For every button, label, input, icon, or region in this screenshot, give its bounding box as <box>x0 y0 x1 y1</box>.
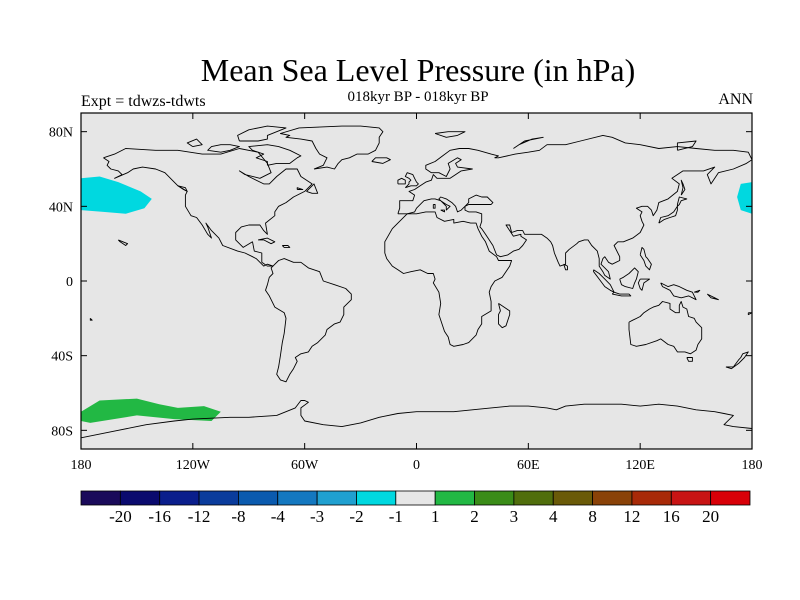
colorbar-label: -4 <box>271 507 286 526</box>
colorbar-label: 8 <box>588 507 597 526</box>
coastline <box>371 157 391 164</box>
axis-ticks: 180 120W 60W 0 60E 120E 180 80N 40N 0 40S 80S <box>49 113 763 473</box>
anomaly-regions <box>81 176 752 423</box>
colorbar-label: 12 <box>623 507 640 526</box>
map-title: Mean Sea Level Pressure (in hPa) <box>200 52 636 88</box>
coastline <box>281 245 291 248</box>
coastline <box>265 258 352 383</box>
coastline <box>563 263 568 271</box>
colorbar-swatch <box>631 490 672 506</box>
coastline <box>177 185 188 192</box>
colorbar-swatch <box>316 490 357 506</box>
coastlines <box>81 125 752 439</box>
lon-tick-label: 120W <box>176 458 211 473</box>
coastline <box>434 131 466 138</box>
coastline <box>384 211 513 347</box>
coastline <box>397 177 406 185</box>
colorbar-label: -3 <box>310 507 324 526</box>
colorbar-swatch <box>552 490 593 506</box>
coastline <box>306 183 319 194</box>
season-label: ANN <box>718 91 753 108</box>
coastline <box>279 125 384 170</box>
coastline <box>686 357 693 362</box>
colorbar-swatch <box>395 490 436 506</box>
colorbar-swatch <box>513 490 554 506</box>
coastline <box>117 239 129 246</box>
lon-tick-label: 60E <box>517 458 540 473</box>
coastline <box>248 144 302 166</box>
lon-tick-label: 180 <box>71 458 92 473</box>
lat-tick-label: 40S <box>51 350 73 365</box>
coastline <box>103 148 313 267</box>
coastline <box>593 269 615 293</box>
coastline <box>639 246 652 271</box>
colorbar-swatch <box>434 490 475 506</box>
southern-ocean-high-region <box>81 398 221 423</box>
lon-tick-label: 180 <box>742 458 763 473</box>
coastline <box>694 289 701 293</box>
coastline <box>432 204 436 209</box>
colorbar-label: -2 <box>349 507 363 526</box>
coastline <box>207 144 240 153</box>
coastline <box>676 140 697 151</box>
lon-tick-label: 60W <box>291 458 319 473</box>
map-background <box>81 113 752 449</box>
coastline <box>658 196 688 224</box>
colorbar-label: -1 <box>389 507 403 526</box>
north-pacific-low-region <box>81 176 152 214</box>
coastline <box>611 291 632 297</box>
colorbar-label: 1 <box>431 507 440 526</box>
coastline <box>258 237 276 245</box>
colorbar-swatch <box>198 490 239 506</box>
lon-tick-label: 0 <box>413 458 420 473</box>
coastline <box>660 282 697 301</box>
coastline <box>619 267 639 289</box>
colorbar-swatch <box>710 490 751 506</box>
coastline <box>680 179 686 196</box>
colorbar-label: -8 <box>231 507 245 526</box>
coastline <box>628 301 703 355</box>
colorbar-label: 4 <box>549 507 558 526</box>
coastline <box>498 303 511 329</box>
colorbar-label: 16 <box>663 507 680 526</box>
colorbar-swatch <box>119 490 161 506</box>
coastline <box>397 134 752 280</box>
colorbar-swatch <box>238 490 279 506</box>
coastline <box>404 172 419 189</box>
colorbar-swatch <box>277 490 318 506</box>
colorbar-label: 2 <box>470 507 479 526</box>
colorbar-swatch <box>670 490 712 506</box>
colorbar-label: 20 <box>702 507 719 526</box>
coastline <box>296 187 304 190</box>
coastline <box>747 312 752 316</box>
lon-tick-label: 120E <box>625 458 655 473</box>
lat-tick-label: 80N <box>49 126 73 141</box>
coastline <box>725 351 749 370</box>
coastline <box>237 125 287 142</box>
colorbar-label: 3 <box>510 507 519 526</box>
lat-tick-label: 40N <box>49 200 73 215</box>
colorbar: -20 -16 -12 -8 -4 -3 -2 -1 1 2 3 4 8 12 16 20 <box>80 490 751 526</box>
coastline <box>186 138 203 148</box>
colorbar-swatch <box>356 490 397 506</box>
colorbar-swatch <box>159 490 200 506</box>
coastline <box>440 209 445 213</box>
colorbar-swatch <box>592 490 633 506</box>
coastline <box>513 136 544 149</box>
experiment-label: Expt = tdwzs-tdwts <box>81 93 206 110</box>
coastline <box>706 293 719 301</box>
map-subtitle: 018kyr BP - 018kyr BP <box>347 89 489 105</box>
coastline <box>81 400 752 439</box>
colorbar-label: -12 <box>188 507 211 526</box>
colorbar-label: -16 <box>148 507 171 526</box>
colorbar-swatch <box>80 490 121 506</box>
colorbar-swatch <box>474 490 515 506</box>
colorbar-label: -20 <box>109 507 132 526</box>
lat-tick-label: 80S <box>51 424 73 439</box>
coastline <box>89 317 93 321</box>
lat-tick-label: 0 <box>66 275 73 290</box>
coastline <box>637 278 650 291</box>
